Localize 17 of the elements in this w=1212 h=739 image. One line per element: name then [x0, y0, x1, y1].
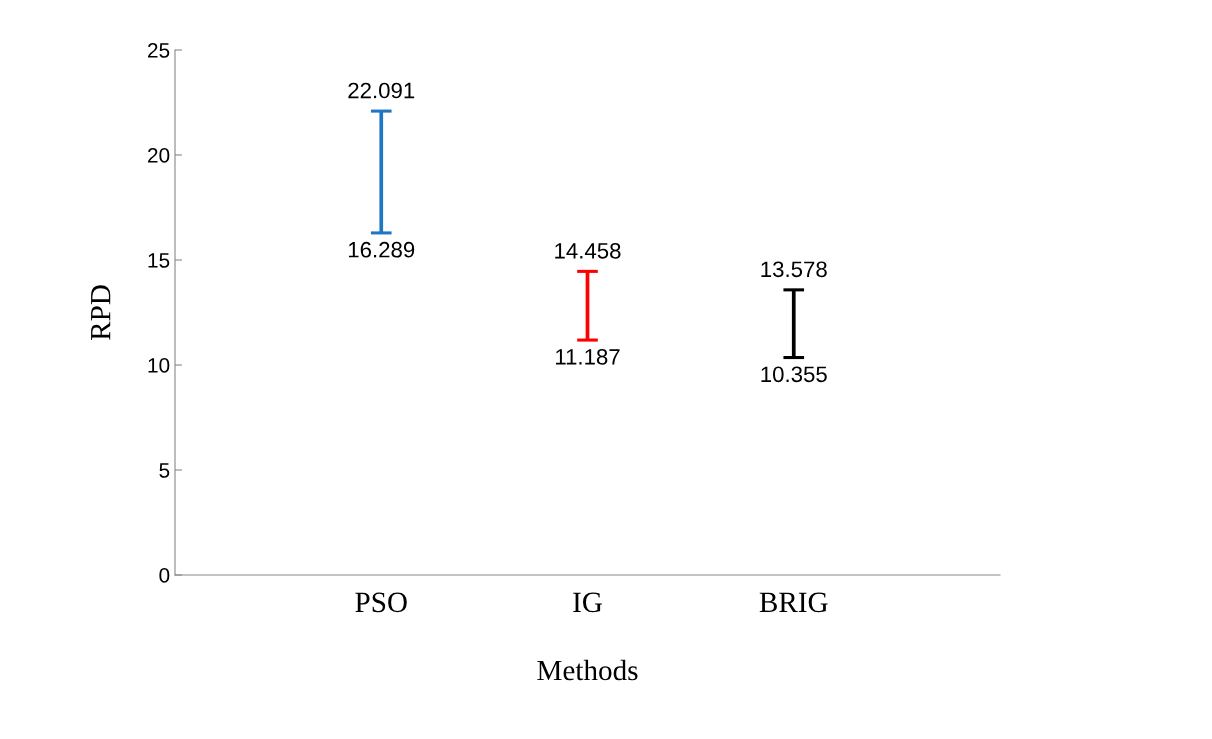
x-axis-title: Methods: [537, 659, 638, 681]
y-tick-label: 20: [148, 148, 170, 163]
y-tick-label: 10: [148, 358, 170, 373]
annotation: 14.458: [555, 242, 621, 259]
x-tick-label: BRIG: [759, 592, 828, 613]
annotation: 16.289: [348, 241, 415, 258]
y-axis-title: RPD: [91, 285, 111, 341]
annotation: 11.187: [556, 348, 620, 365]
annotation: 10.355: [761, 366, 827, 383]
x-tick-label: PSO: [355, 592, 407, 613]
x-tick-label: IG: [573, 592, 602, 613]
annotation: 13.578: [761, 261, 827, 278]
y-tick-label: 15: [148, 253, 170, 268]
annotation: 22.091: [348, 82, 415, 99]
y-tick-label: 25: [148, 43, 170, 58]
y-tick-label: 5: [159, 463, 170, 478]
y-tick-label: 0: [159, 568, 170, 583]
